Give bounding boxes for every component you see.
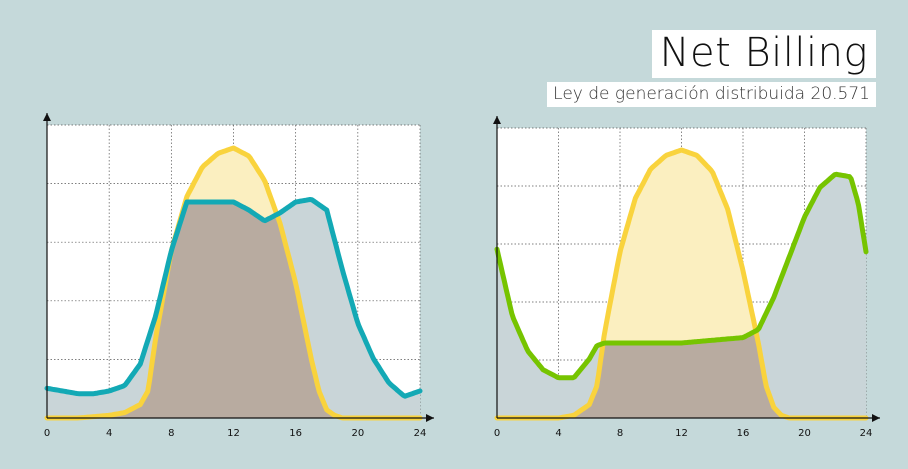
x-tick-label: 4: [555, 428, 561, 439]
x-tick-label: 20: [798, 428, 811, 439]
overlap-area-right: [497, 331, 866, 418]
x-tick-label: 8: [168, 428, 174, 439]
x-tick-label: 12: [675, 428, 688, 439]
x-tick-label: 8: [617, 428, 623, 439]
consumption-area-right: [497, 174, 866, 418]
x-tick-label: 16: [289, 428, 302, 439]
chart-right-group: 0 4 8 12 16 20 24: [493, 116, 880, 439]
page-subtitle: Ley de generación distribuida 20.571: [547, 82, 876, 107]
solar-area-right: [497, 150, 866, 418]
x-tick-label: 20: [351, 428, 364, 439]
chart-left-group: 0 4 8 12 16 20 24: [43, 113, 434, 439]
x-axis-arrow-left: [426, 414, 434, 422]
x-tick-label: 24: [414, 428, 427, 439]
x-tick-label: 16: [737, 428, 750, 439]
y-axis-arrow-left: [43, 113, 51, 121]
consumption-line-right: [494, 171, 869, 381]
overlap-area-left: [47, 202, 420, 418]
x-axis-arrow-right: [872, 414, 880, 422]
x-tick-label: 0: [44, 428, 50, 439]
x-tick-label: 12: [227, 428, 240, 439]
x-tick-label: 4: [106, 428, 112, 439]
x-tick-label: 24: [860, 428, 873, 439]
x-tick-label: 0: [494, 428, 500, 439]
page-title: Net Billing: [651, 30, 876, 78]
y-axis-arrow-right: [493, 116, 501, 124]
consumption-line-left: [44, 197, 423, 399]
